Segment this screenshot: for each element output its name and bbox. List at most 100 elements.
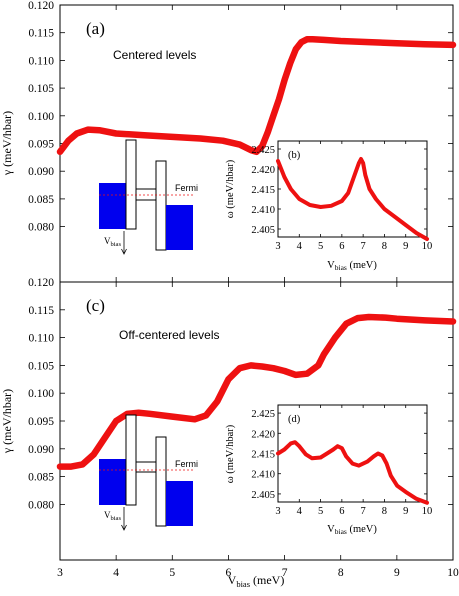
x-tick-label: 7 [282, 567, 288, 579]
x-tick-label: 9 [394, 567, 400, 579]
y-tick-label: 0.105 [28, 360, 54, 372]
x-tick-label: 6 [339, 506, 344, 517]
data-point [287, 60, 293, 66]
panel-b-series [276, 157, 429, 241]
data-point [203, 413, 209, 418]
panel-b-ylabel: ω (meV/hbar) [225, 159, 236, 218]
y-tick-label: 2.410 [251, 205, 275, 216]
x-tick-label: 7 [361, 241, 366, 252]
data-point [340, 446, 344, 450]
data-point [304, 452, 308, 456]
y-tick-label: 2.415 [251, 450, 275, 461]
data-point [192, 416, 198, 422]
x-tick-label: 8 [382, 506, 387, 517]
data-point [85, 127, 91, 133]
data-point [365, 459, 369, 464]
panel-d-series [276, 440, 429, 505]
data-point [359, 157, 363, 161]
x-tick-label: 5 [318, 506, 323, 517]
schematic-a-fermi-label: Fermi [175, 183, 198, 193]
data-point [395, 484, 399, 488]
panel-c-schematic: Fermi Vbias [99, 414, 198, 531]
data-point [297, 197, 301, 201]
data-point [376, 451, 380, 456]
x-tick-label: 5 [318, 241, 323, 252]
data-point [414, 231, 418, 235]
data-point [289, 441, 293, 445]
x-tick-label: 3 [57, 567, 63, 579]
data-point [363, 173, 367, 177]
data-point [265, 130, 271, 135]
data-point [382, 207, 387, 211]
y-tick-label: 0.110 [29, 333, 55, 345]
data-point [276, 451, 280, 456]
data-point [113, 418, 119, 424]
data-point [282, 77, 287, 83]
y-tick-label: 0.095 [28, 416, 54, 428]
data-point [422, 41, 428, 47]
data-point [147, 411, 153, 417]
x-tick-label: 8 [382, 241, 387, 252]
panel-a-plot: 0.080 0.085 0.090 0.095 0.100 0.105 0.110 0.115… [0, 0, 457, 283]
panel-d-ticks: 3 4 5 6 7 8 9 10 2.405 2.410 2.415 2.420 2.425 [251, 405, 432, 517]
data-point [293, 372, 299, 378]
data-point [220, 138, 226, 144]
data-point [270, 113, 276, 119]
y-tick-label: 2.425 [251, 409, 275, 420]
x-tick-label: 3 [275, 241, 280, 252]
schematic-a-right-lead [166, 205, 193, 250]
panel-d-xlabel: Vbias (meV) [327, 524, 377, 536]
x-tick-label: 9 [403, 241, 408, 252]
data-point [270, 365, 276, 371]
data-point [357, 161, 361, 165]
data-point [141, 132, 147, 138]
data-point [169, 414, 175, 419]
data-point [282, 368, 287, 374]
data-point [340, 199, 344, 203]
data-point [384, 462, 389, 466]
data-point [338, 38, 344, 44]
data-point [293, 440, 297, 444]
y-tick-label: 2.410 [251, 470, 275, 481]
y-tick-label: 0.100 [28, 388, 54, 400]
panel-d-ylabel: ω (meV/hbar) [225, 424, 236, 483]
schematic-a-left-lead [99, 183, 126, 229]
data-point [332, 335, 338, 340]
schematic-a-barrier-1 [125, 139, 137, 230]
data-point [282, 175, 286, 179]
y-tick-label: 0.120 [28, 277, 54, 289]
panel-b-xlabel: Vbias (meV) [327, 260, 377, 272]
data-point [394, 40, 400, 46]
data-point [404, 223, 408, 227]
data-point [450, 319, 456, 324]
x-tick-label: 10 [422, 506, 433, 517]
x-tick-label: 4 [297, 241, 303, 252]
data-point [91, 451, 97, 457]
data-point [329, 204, 333, 208]
data-point [57, 149, 63, 155]
x-tick-label: 6 [226, 567, 232, 579]
data-point [226, 376, 231, 382]
y-tick-label: 0.110 [29, 55, 55, 67]
data-point [355, 315, 360, 321]
x-tick-label: 10 [422, 241, 433, 252]
y-tick-label: 0.105 [28, 83, 54, 95]
data-point [315, 363, 321, 368]
data-point [372, 454, 376, 458]
data-point [321, 37, 327, 43]
y-tick-label: 0.080 [28, 499, 54, 511]
data-point [374, 197, 378, 201]
schematic-c-right-lead [166, 481, 193, 526]
data-point [308, 203, 312, 207]
schematic-a-bias-arrowhead [121, 248, 127, 255]
y-tick-label: 2.420 [251, 165, 275, 176]
data-point [259, 364, 265, 369]
data-point [66, 138, 71, 144]
data-point [74, 131, 80, 136]
schematic-c-vbias-label: Vbias [104, 510, 121, 522]
y-tick-label: 2.420 [251, 429, 275, 440]
panel-c-ticks: 3 4 5 6 7 8 9 10 0.080 0.085 0.090 0.095 0.100 0.105 0… [28, 277, 459, 579]
schematic-c-left-lead [99, 459, 126, 505]
data-point [325, 451, 329, 456]
